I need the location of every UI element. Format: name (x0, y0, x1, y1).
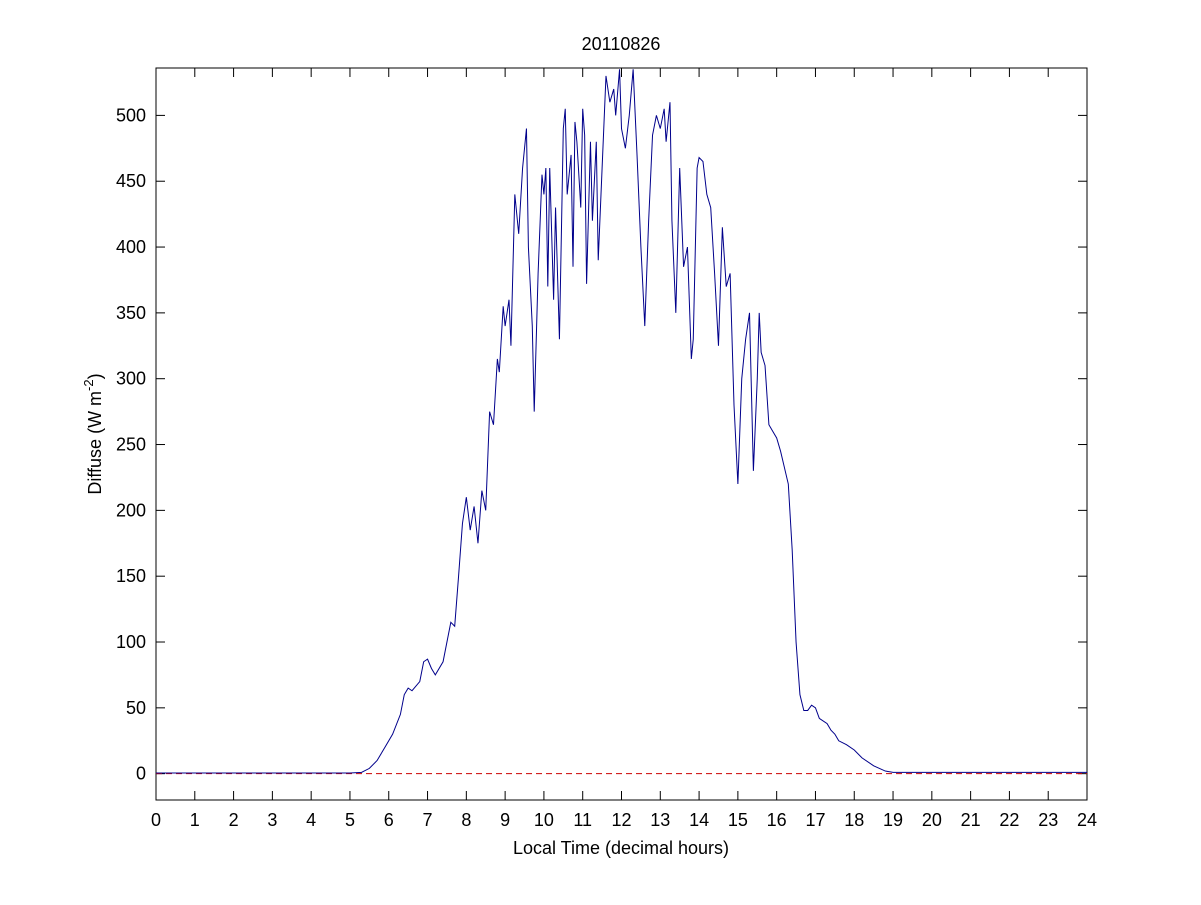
x-tick-label: 22 (999, 810, 1019, 830)
x-tick-label: 13 (650, 810, 670, 830)
y-tick-label: 200 (116, 500, 146, 520)
y-tick-label: 100 (116, 632, 146, 652)
y-tick-label: 350 (116, 303, 146, 323)
x-tick-label: 5 (345, 810, 355, 830)
x-tick-label: 17 (805, 810, 825, 830)
y-tick-label: 400 (116, 237, 146, 257)
y-tick-label: 300 (116, 369, 146, 389)
x-tick-label: 15 (728, 810, 748, 830)
x-tick-label: 18 (844, 810, 864, 830)
x-tick-label: 1 (190, 810, 200, 830)
x-tick-label: 2 (229, 810, 239, 830)
y-tick-label: 150 (116, 566, 146, 586)
x-tick-label: 6 (384, 810, 394, 830)
data-line (156, 69, 1087, 774)
y-label-superscript: -2 (81, 379, 96, 391)
y-tick-label: 450 (116, 171, 146, 191)
x-tick-label: 14 (689, 810, 709, 830)
x-tick-label: 4 (306, 810, 316, 830)
y-tick-label: 500 (116, 105, 146, 125)
x-tick-label: 11 (573, 810, 592, 830)
x-tick-label: 21 (961, 810, 981, 830)
x-axis-label: Local Time (decimal hours) (513, 838, 729, 858)
x-tick-label: 24 (1077, 810, 1097, 830)
chart-title: 20110826 (582, 34, 661, 54)
x-tick-label: 20 (922, 810, 942, 830)
x-tick-label: 19 (883, 810, 903, 830)
plot-area (155, 67, 1088, 801)
y-label-text: Diffuse (W m (85, 391, 105, 495)
x-tick-label: 23 (1038, 810, 1058, 830)
y-axis-label: Diffuse (W m-2) (81, 373, 105, 494)
x-tick-label: 12 (611, 810, 631, 830)
x-tick-label: 3 (267, 810, 277, 830)
y-tick-label: 50 (126, 698, 146, 718)
x-tick-label: 10 (534, 810, 554, 830)
y-tick-label: 250 (116, 435, 146, 455)
x-tick-label: 0 (151, 810, 161, 830)
y-tick-label: 0 (136, 764, 146, 784)
x-tick-label: 9 (500, 810, 510, 830)
x-tick-label: 8 (461, 810, 471, 830)
x-tick-label: 16 (767, 810, 787, 830)
y-label-suffix: ) (85, 373, 105, 379)
x-tick-label: 7 (423, 810, 433, 830)
